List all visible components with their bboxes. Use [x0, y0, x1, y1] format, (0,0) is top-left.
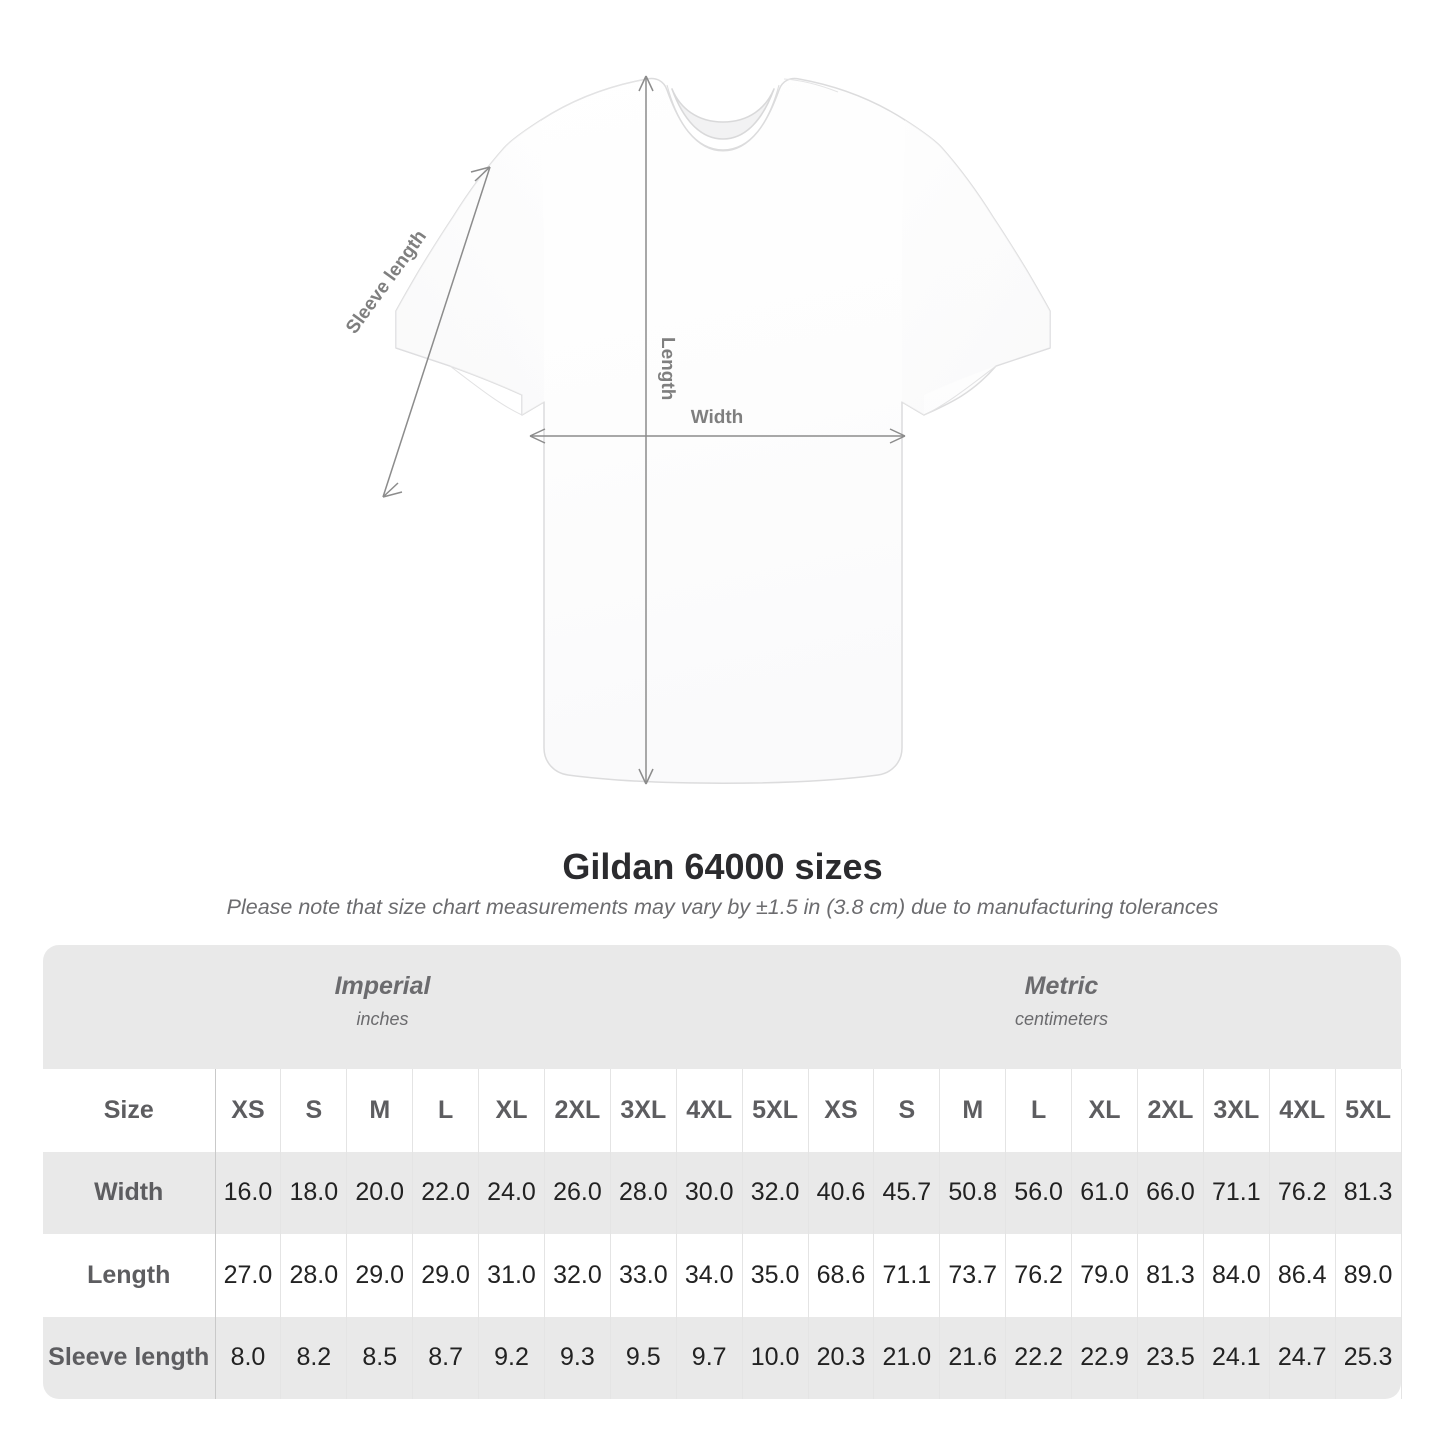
svg-text:Length: Length	[657, 337, 678, 400]
svg-text:Width: Width	[691, 407, 744, 428]
